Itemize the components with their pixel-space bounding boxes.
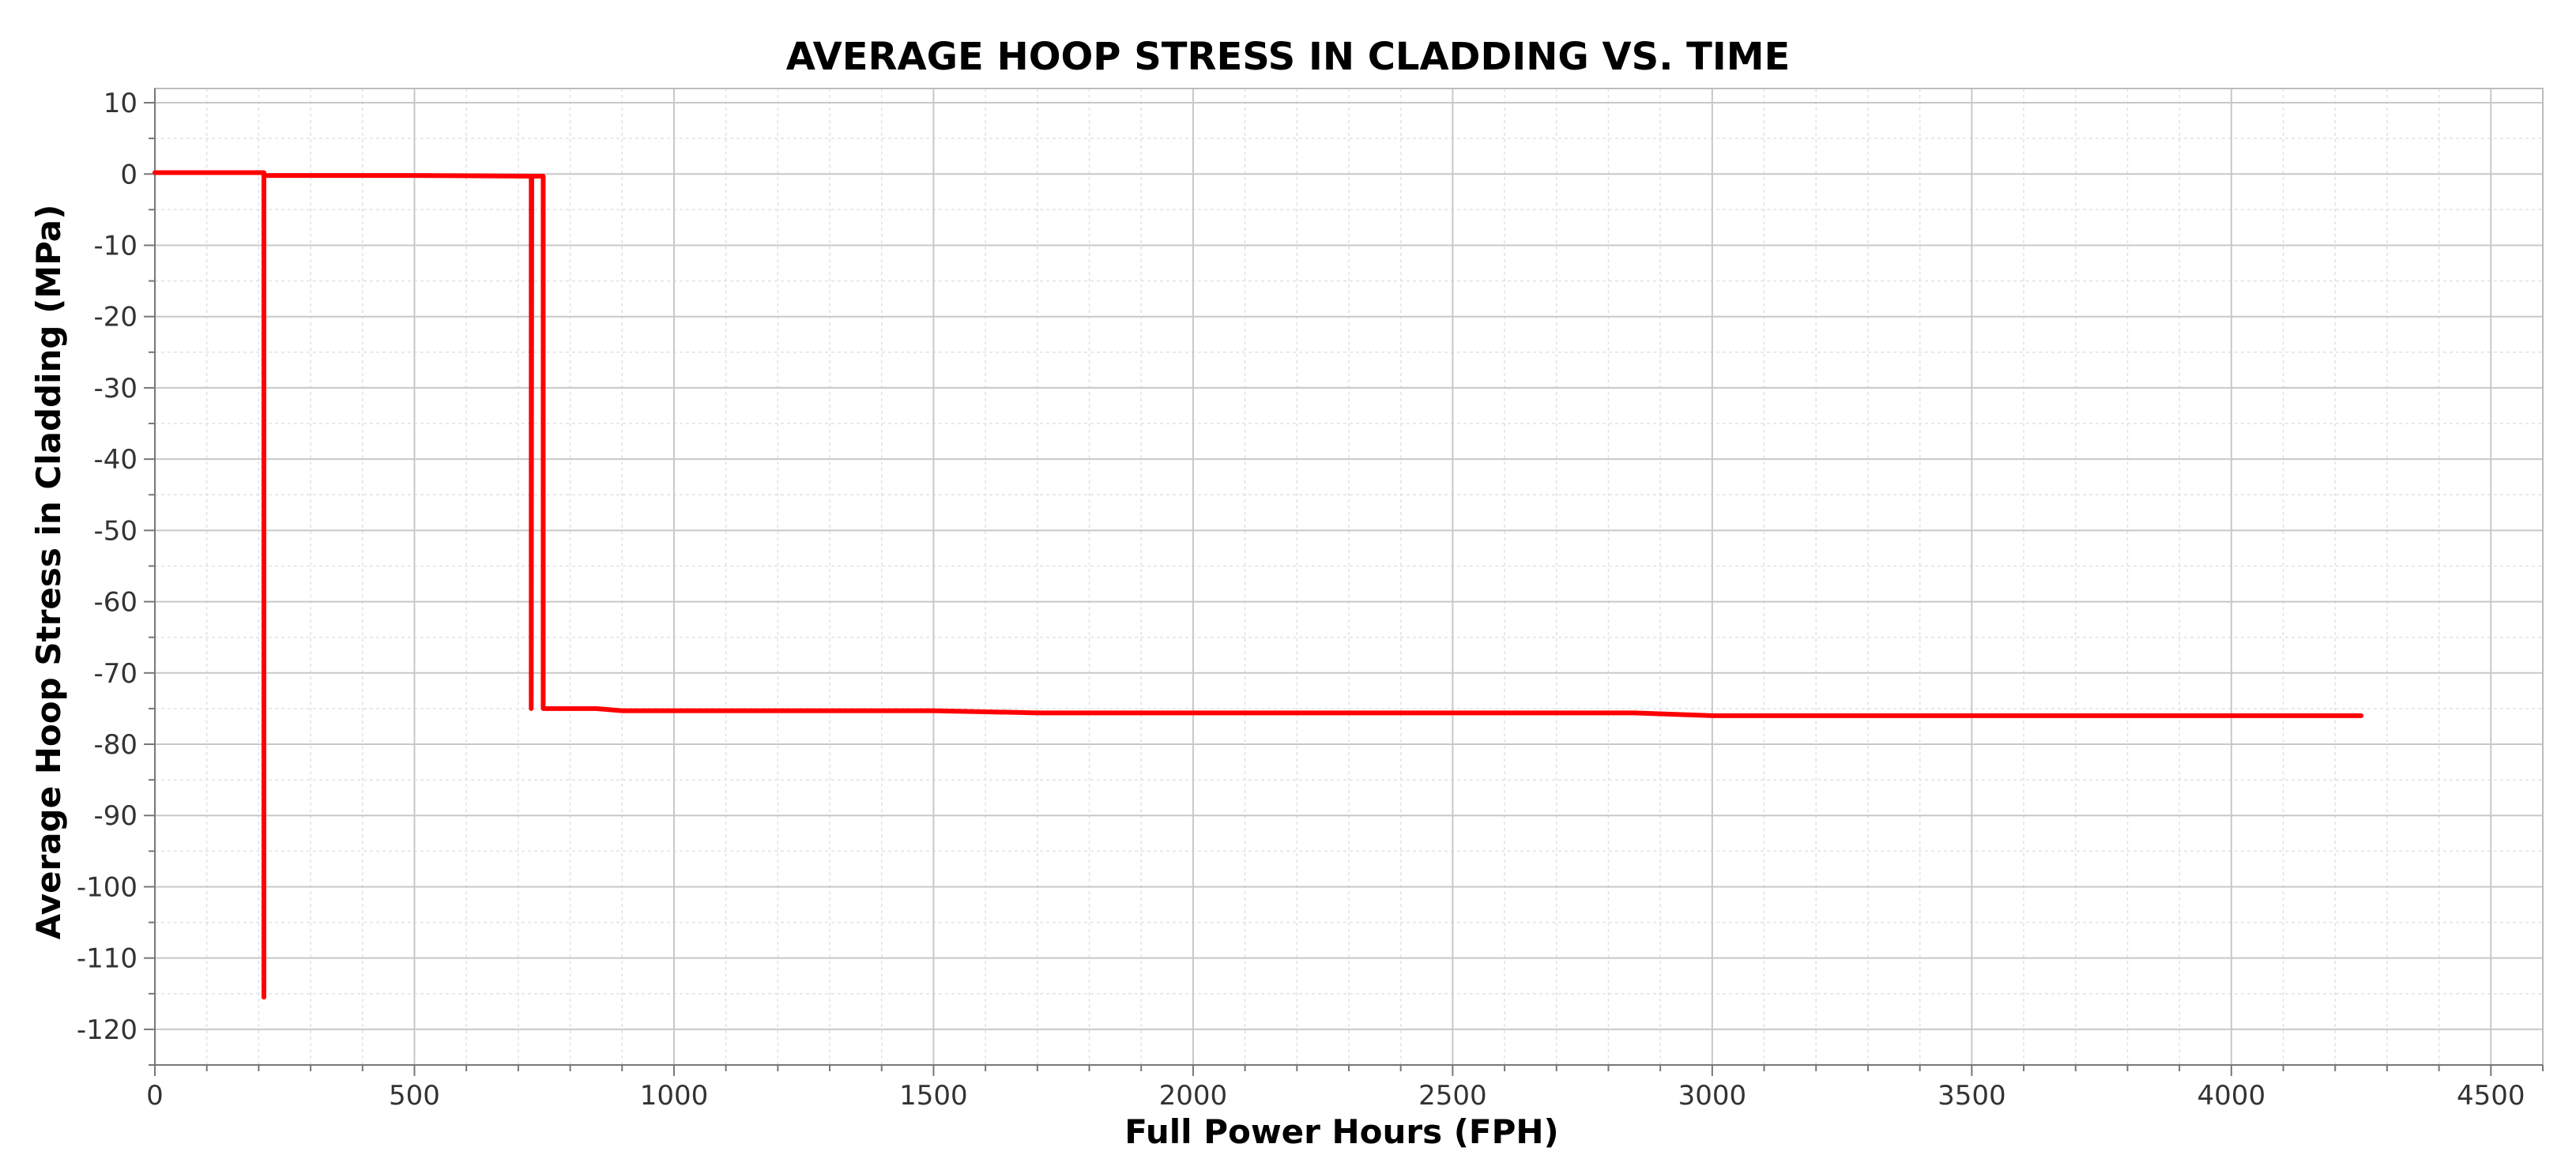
x-tick-label: 2500 xyxy=(1418,1080,1487,1112)
x-tick-label: 1500 xyxy=(899,1080,968,1112)
x-tick-label: 500 xyxy=(389,1080,440,1112)
y-tick-labels: 10 0 -10 -20 -30 -40 -50 -60 -70 -80 -90 -100 -110 -1… xyxy=(77,88,137,1046)
y-tick-label: -100 xyxy=(77,871,137,903)
y-tick-label: -90 xyxy=(93,800,137,832)
y-tick-label: 10 xyxy=(104,88,137,119)
y-tick-label: -60 xyxy=(93,587,137,619)
x-tick-label: 0 xyxy=(146,1080,164,1112)
minor-gridlines xyxy=(155,88,2544,1066)
y-tick-label: -80 xyxy=(93,729,137,761)
y-tick-label: 0 xyxy=(120,159,137,190)
x-tick-labels: 0 500 1000 1500 2000 2500 3000 3500 4000 4500 xyxy=(146,1080,2525,1112)
chart-title: AVERAGE HOOP STRESS IN CLADDING VS. TIME xyxy=(786,35,1791,79)
y-tick-label: -110 xyxy=(77,943,137,975)
y-tick-label: -10 xyxy=(93,230,137,262)
x-tick-label: 3000 xyxy=(1678,1080,1747,1112)
y-tick-label: -50 xyxy=(93,515,137,547)
x-tick-label: 2000 xyxy=(1159,1080,1228,1112)
series-group xyxy=(153,170,2364,1000)
x-tick-label: 4500 xyxy=(2457,1080,2525,1112)
x-axis-label: Full Power Hours (FPH) xyxy=(1124,1112,1558,1151)
x-tick-label: 1000 xyxy=(640,1080,709,1112)
y-axis-label: Average Hoop Stress in Cladding (MPa) xyxy=(29,205,68,940)
y-tick-label: -20 xyxy=(93,302,137,333)
y-tick-label: -30 xyxy=(93,373,137,405)
x-tick-label: 4000 xyxy=(2198,1080,2266,1112)
y-tick-label: -70 xyxy=(93,658,137,690)
x-tick-label: 3500 xyxy=(1938,1080,2006,1112)
stress-series-line xyxy=(153,170,2364,1000)
y-tick-label: -40 xyxy=(93,444,137,476)
y-tick-label: -120 xyxy=(77,1014,137,1046)
axis-ticks xyxy=(144,88,2544,1076)
